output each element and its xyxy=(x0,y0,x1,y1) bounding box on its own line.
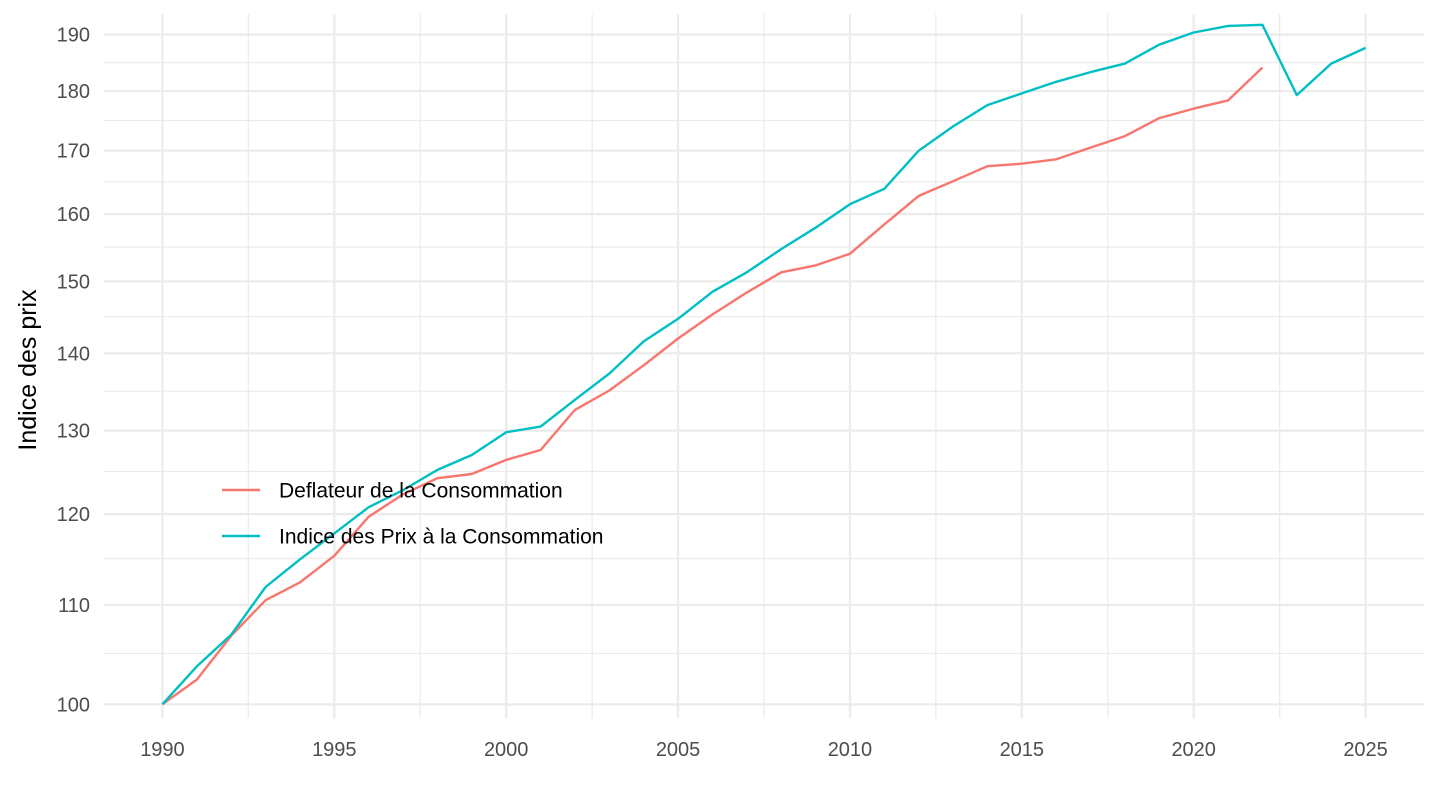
y-tick-label: 120 xyxy=(57,504,90,526)
series-lines xyxy=(161,23,1367,706)
x-tick-label: 2010 xyxy=(828,739,873,761)
y-tick-label: 150 xyxy=(57,271,90,293)
x-tick-label: 1990 xyxy=(140,739,185,761)
major-gridlines xyxy=(104,14,1424,718)
x-tick-label: 2025 xyxy=(1343,739,1388,761)
x-tick-label: 2020 xyxy=(1171,739,1216,761)
y-tick-label: 130 xyxy=(57,421,90,443)
legend-label: Deflateur de la Consommation xyxy=(279,480,563,503)
series-line xyxy=(161,23,1367,706)
x-tick-label: 2005 xyxy=(656,739,701,761)
y-tick-label: 140 xyxy=(57,343,90,365)
series-line xyxy=(161,66,1264,706)
legend: Deflateur de la Consommation Indice des P… xyxy=(222,480,604,549)
y-tick-label: 160 xyxy=(57,204,90,226)
y-tick-label: 100 xyxy=(57,694,90,716)
y-axis-tick-labels: 100 110 120 130 140 150 160 170 180 190 xyxy=(57,25,90,717)
y-axis-title: Indice des prix xyxy=(14,289,42,451)
y-tick-label: 170 xyxy=(57,141,90,163)
x-tick-label: 2015 xyxy=(1000,739,1045,761)
y-tick-label: 190 xyxy=(57,25,90,47)
x-axis-tick-labels: 1990 1995 2000 2005 2010 2015 2020 2025 xyxy=(140,739,1388,761)
legend-label: Indice des Prix à la Consommation xyxy=(279,526,604,549)
x-tick-label: 1995 xyxy=(312,739,357,761)
minor-gridlines xyxy=(104,14,1424,718)
x-tick-label: 2000 xyxy=(484,739,529,761)
y-tick-label: 110 xyxy=(58,595,90,617)
y-tick-label: 180 xyxy=(57,81,90,103)
